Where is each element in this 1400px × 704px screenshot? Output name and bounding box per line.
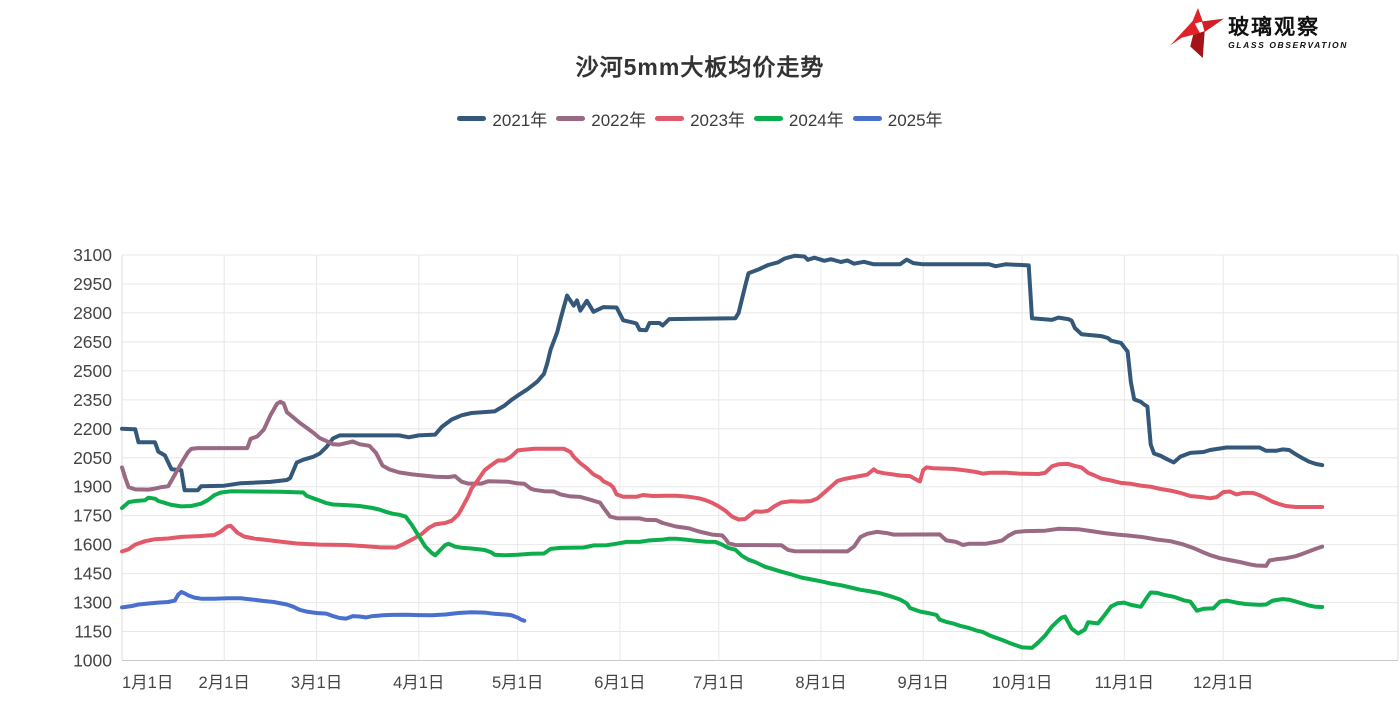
glass-observation-logo-icon xyxy=(1170,8,1225,58)
y-axis-tick-label: 1450 xyxy=(73,564,112,584)
legend-swatch xyxy=(457,116,487,121)
legend-label: 2024年 xyxy=(788,111,844,130)
x-axis-tick-label: 10月1日 xyxy=(992,674,1053,692)
legend-label: 2023年 xyxy=(690,111,745,130)
x-axis-tick-label: 12月1日 xyxy=(1193,674,1254,692)
y-axis-tick-label: 2950 xyxy=(73,274,112,294)
chart-legend: 2021年 2022年 2023年 2024年 2025年 xyxy=(0,106,1400,131)
chart-title: 沙河5mm大板均价走势 xyxy=(575,54,825,80)
x-axis-tick-label: 7月1日 xyxy=(693,674,744,692)
series-line-2023年 xyxy=(120,446,1325,554)
y-axis-tick-label: 3100 xyxy=(73,245,112,265)
y-axis-tick-label: 1600 xyxy=(73,535,112,555)
x-axis-tick-label: 2月1日 xyxy=(199,674,250,692)
legend-item-2023年[interactable]: 2023年 xyxy=(655,106,745,131)
series-line-2021年 xyxy=(120,253,1325,493)
y-axis-tick-label: 1300 xyxy=(73,593,112,613)
x-axis-tick-label: 9月1日 xyxy=(898,674,949,692)
y-axis-tick-label: 2800 xyxy=(73,303,112,323)
series-line-2024年 xyxy=(120,489,1325,650)
series-line-2025年 xyxy=(120,590,527,623)
y-axis-tick-label: 2350 xyxy=(73,390,112,410)
x-axis-tick-label: 8月1日 xyxy=(795,674,846,692)
y-axis-tick-label: 1750 xyxy=(73,506,112,526)
series-line-2022年 xyxy=(120,399,1325,568)
legend-item-2021年[interactable]: 2021年 xyxy=(457,106,547,131)
logo-text-cn: 玻璃观察 xyxy=(1228,15,1321,39)
x-axis-tick-label: 11月1日 xyxy=(1095,674,1154,692)
legend-label: 2022年 xyxy=(591,111,647,130)
x-axis-tick-label: 1月1日 xyxy=(122,674,173,692)
x-axis-tick-label: 3月1日 xyxy=(291,674,342,692)
legend-item-2022年[interactable]: 2022年 xyxy=(556,106,646,131)
legend-item-2025年[interactable]: 2025年 xyxy=(852,106,943,131)
logo-text-en: GLASS OBSERVATION xyxy=(1228,39,1348,50)
x-axis-tick-label: 4月1日 xyxy=(393,674,444,692)
legend-swatch xyxy=(753,116,783,121)
y-axis-tick-label: 2050 xyxy=(73,448,112,468)
y-axis-tick-label: 1000 xyxy=(73,651,112,671)
y-axis-tick-label: 2650 xyxy=(73,332,112,352)
brand-logo: 玻璃观察 GLASS OBSERVATION xyxy=(1170,8,1348,58)
legend-label: 2021年 xyxy=(492,111,548,130)
legend-swatch xyxy=(556,116,586,121)
x-axis-tick-label: 6月1日 xyxy=(594,674,645,692)
y-axis-tick-label: 2500 xyxy=(73,361,112,381)
x-axis-tick-label: 5月1日 xyxy=(492,674,543,692)
legend-swatch xyxy=(852,116,882,121)
legend-item-2024年[interactable]: 2024年 xyxy=(753,106,844,131)
legend-swatch xyxy=(655,116,685,121)
legend-label: 2025年 xyxy=(887,111,943,130)
y-axis-tick-label: 1900 xyxy=(73,477,112,497)
y-axis-tick-label: 2200 xyxy=(73,419,112,439)
y-axis-tick-label: 1150 xyxy=(74,622,112,642)
